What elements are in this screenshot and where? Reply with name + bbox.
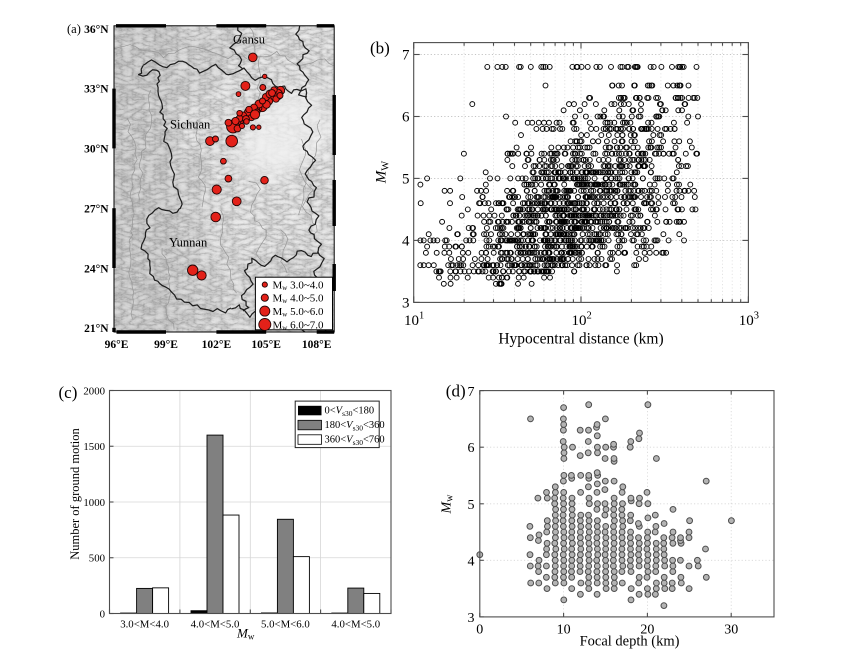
svg-text:4: 4 bbox=[468, 554, 475, 569]
svg-text:(b): (b) bbox=[370, 39, 390, 58]
svg-text:Mw 4.0~5.0: Mw 4.0~5.0 bbox=[273, 293, 325, 306]
svg-text:101: 101 bbox=[404, 311, 424, 330]
svg-text:20: 20 bbox=[640, 623, 654, 638]
svg-text:Number of ground motion: Number of ground motion bbox=[68, 427, 82, 559]
svg-text:4.0<M<5.0: 4.0<M<5.0 bbox=[191, 619, 240, 631]
svg-text:4: 4 bbox=[402, 234, 410, 250]
svg-text:24°N: 24°N bbox=[84, 263, 109, 275]
svg-text:6: 6 bbox=[402, 110, 410, 126]
svg-text:(a): (a) bbox=[67, 22, 81, 36]
svg-text:0: 0 bbox=[100, 608, 105, 620]
svg-text:102°E: 102°E bbox=[202, 339, 232, 351]
svg-text:3: 3 bbox=[402, 296, 410, 312]
svg-text:33°N: 33°N bbox=[84, 84, 109, 96]
svg-text:3: 3 bbox=[468, 611, 475, 626]
svg-text:180<Vs30<360: 180<Vs30<360 bbox=[325, 420, 385, 433]
svg-text:99°E: 99°E bbox=[154, 339, 178, 351]
svg-text:4.0<M<5.0: 4.0<M<5.0 bbox=[331, 619, 380, 631]
svg-text:10: 10 bbox=[557, 623, 571, 638]
svg-text:5: 5 bbox=[468, 498, 475, 513]
svg-text:Mw: Mw bbox=[236, 626, 255, 642]
svg-text:Mw 3.0~4.0: Mw 3.0~4.0 bbox=[273, 279, 325, 292]
svg-text:0<Vs30<180: 0<Vs30<180 bbox=[325, 406, 375, 419]
svg-text:MW: MW bbox=[374, 161, 392, 185]
svg-text:3.0<M<4.0: 3.0<M<4.0 bbox=[120, 619, 169, 631]
svg-text:5.0<M<6.0: 5.0<M<6.0 bbox=[261, 619, 310, 631]
svg-text:Mw 6.0~7.0: Mw 6.0~7.0 bbox=[273, 319, 325, 332]
svg-text:105°E: 105°E bbox=[251, 339, 281, 351]
svg-text:0: 0 bbox=[476, 623, 483, 638]
svg-text:30: 30 bbox=[724, 623, 738, 638]
svg-text:27°N: 27°N bbox=[84, 204, 109, 216]
svg-text:36°N: 36°N bbox=[84, 24, 109, 36]
svg-text:500: 500 bbox=[89, 553, 105, 565]
svg-text:102: 102 bbox=[572, 311, 592, 330]
svg-text:108°E: 108°E bbox=[302, 339, 332, 351]
svg-text:7: 7 bbox=[468, 385, 475, 400]
svg-text:2000: 2000 bbox=[83, 385, 105, 397]
svg-text:Gansu: Gansu bbox=[233, 33, 266, 47]
svg-text:30°N: 30°N bbox=[84, 144, 109, 156]
svg-text:Yunnan: Yunnan bbox=[169, 236, 208, 250]
svg-text:1500: 1500 bbox=[83, 441, 105, 453]
svg-text:Mw 5.0~6.0: Mw 5.0~6.0 bbox=[273, 306, 325, 319]
svg-text:Focal depth (km): Focal depth (km) bbox=[580, 634, 680, 650]
svg-text:(c): (c) bbox=[59, 383, 78, 402]
svg-text:Mw: Mw bbox=[440, 494, 456, 515]
svg-text:5: 5 bbox=[402, 172, 410, 188]
svg-text:1000: 1000 bbox=[83, 497, 105, 509]
svg-text:Sichuan: Sichuan bbox=[170, 118, 211, 132]
svg-text:7: 7 bbox=[402, 48, 410, 64]
svg-text:Hypocentral distance (km): Hypocentral distance (km) bbox=[498, 331, 663, 348]
svg-text:103: 103 bbox=[739, 311, 759, 330]
svg-text:96°E: 96°E bbox=[105, 339, 129, 351]
svg-text:21°N: 21°N bbox=[84, 323, 109, 335]
svg-text:(d): (d) bbox=[446, 382, 466, 401]
svg-text:360<Vs30<760: 360<Vs30<760 bbox=[325, 435, 385, 448]
svg-text:6: 6 bbox=[468, 441, 475, 456]
